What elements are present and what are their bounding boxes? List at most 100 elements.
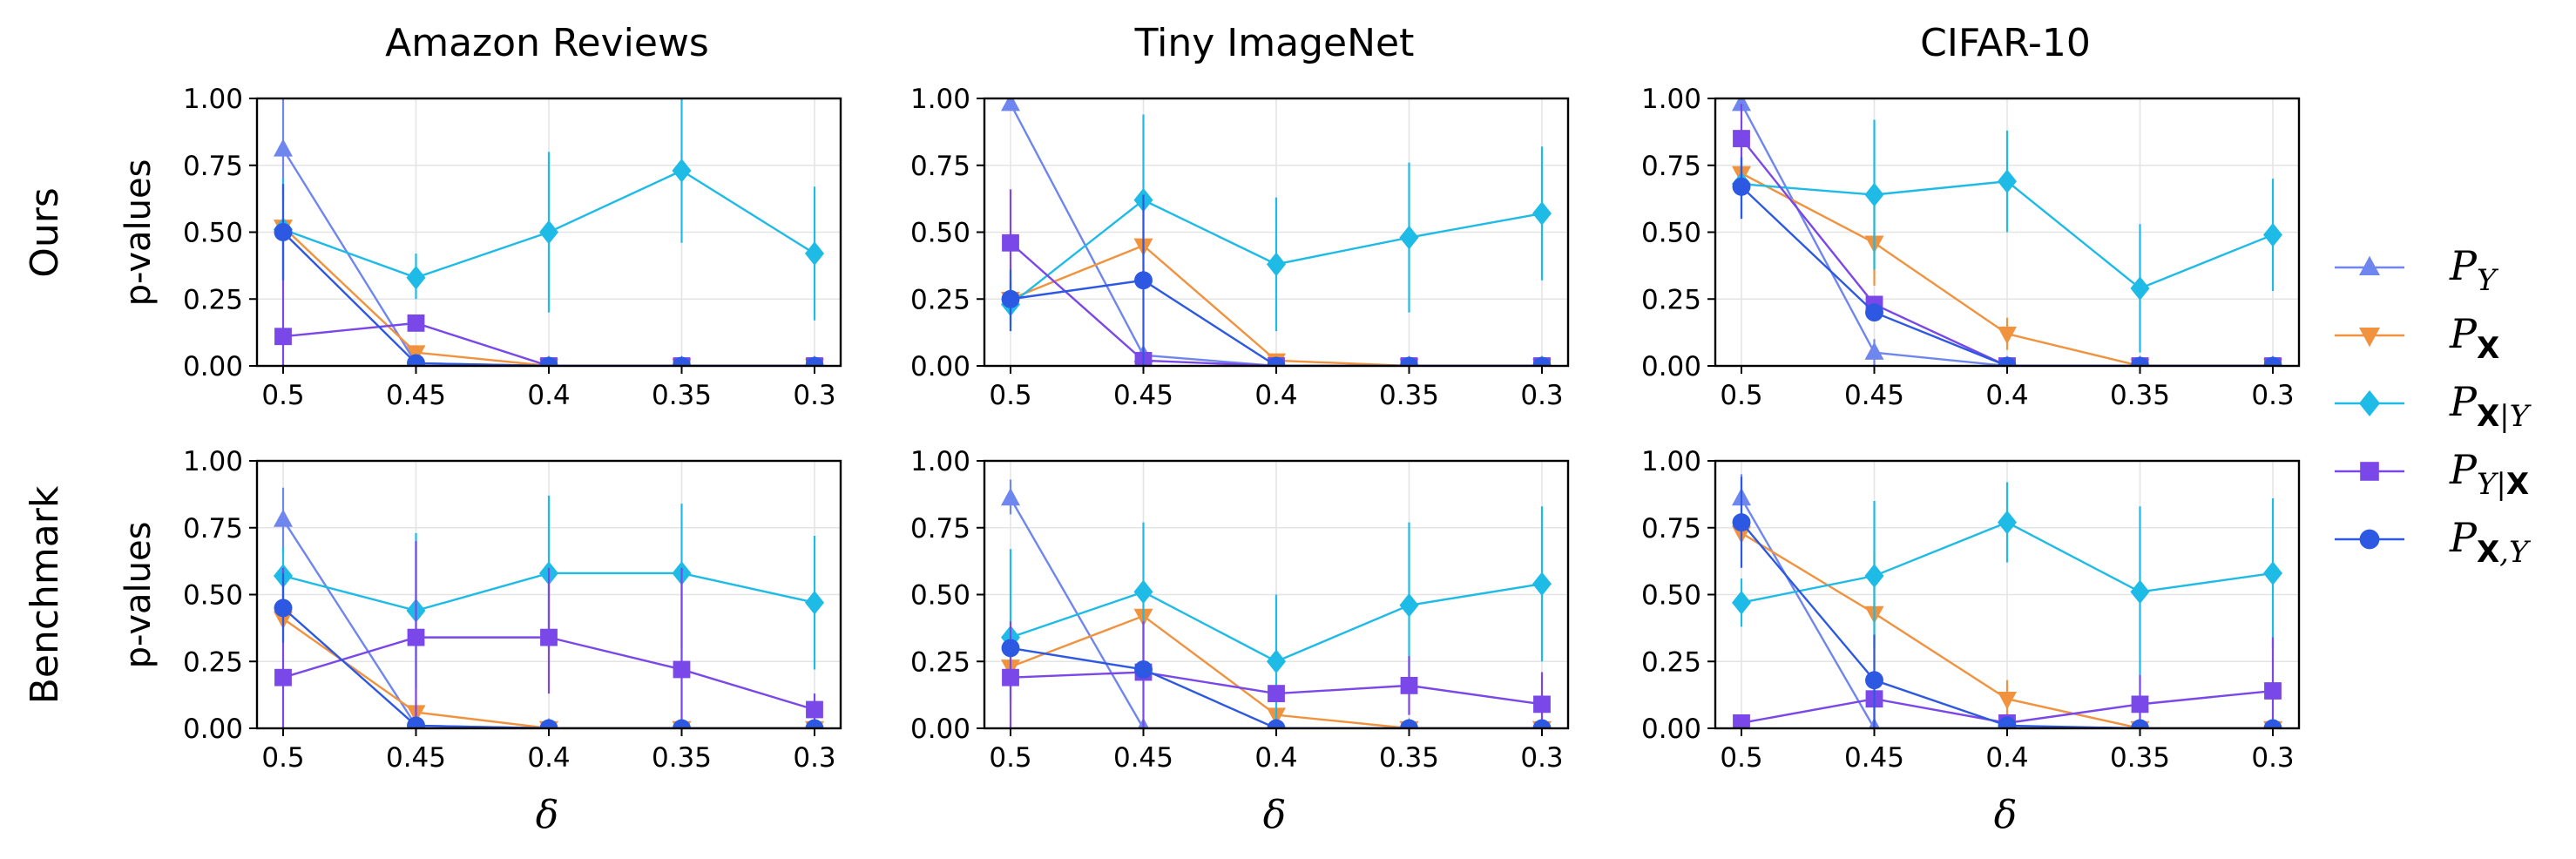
y-tick-label: 1.00 — [183, 446, 243, 477]
data-point-PXY — [805, 356, 824, 366]
y-tick-label: 0.25 — [183, 284, 243, 315]
series-line-PX — [282, 226, 815, 366]
x-tick-label: 0.35 — [652, 380, 712, 411]
legend-entry-PXgY: PX|Y — [2335, 378, 2532, 434]
data-point-PXY — [1001, 289, 1020, 308]
data-point-PXY — [1267, 356, 1286, 366]
legend-marker-PXgY — [2359, 390, 2380, 416]
panel-1: 0.00 0.25 0.50 0.75 1.00 0.5 0.45 0.4 0.35 0.3 — [910, 84, 1570, 411]
series-line-PYgX — [282, 321, 815, 366]
y-tick-label: 0.75 — [183, 151, 243, 182]
data-point-PXY — [539, 356, 558, 366]
data-point-PXgY — [1267, 649, 1286, 673]
data-point-PXgY — [805, 241, 824, 266]
x-tick-label: 0.45 — [1113, 742, 1173, 774]
data-point-PXY — [1998, 356, 2017, 366]
data-point-PXY — [673, 719, 691, 728]
y-tick-label: 1.00 — [1641, 84, 1701, 115]
data-point-PXY — [407, 354, 425, 366]
data-point-PYgX — [407, 628, 425, 646]
data-point-PYgX — [274, 668, 292, 687]
data-point-PY — [274, 139, 293, 157]
panel-4: 0.00 0.25 0.50 0.75 1.00 0.5 0.45 0.4 0.35 0.3 — [910, 446, 1570, 774]
x-tick-label: 0.35 — [2110, 742, 2170, 774]
y-tick-label: 0.75 — [910, 151, 970, 182]
legend-marker-PY — [2359, 255, 2380, 275]
y-tick-label: 0.50 — [910, 218, 970, 249]
x-tick-label: 0.3 — [1520, 380, 1563, 411]
y-tick-label: 0.75 — [1641, 151, 1701, 182]
x-tick-label: 0.4 — [527, 742, 570, 774]
legend-label-PYgX: PY|X — [2449, 446, 2529, 502]
data-point-PXgY — [406, 265, 426, 290]
data-point-PXgY — [672, 159, 692, 183]
data-point-PXY — [1134, 271, 1153, 290]
data-point-PYgX — [274, 328, 292, 346]
series-line-PX — [282, 618, 815, 728]
data-point-PXY — [2263, 719, 2282, 728]
data-point-PYgX — [1002, 668, 1019, 687]
data-point-PY — [274, 509, 293, 527]
xlabel-tiny-imagenet: δ — [1263, 793, 1287, 837]
x-tick-label: 0.4 — [1985, 742, 2028, 774]
series-line-PY — [1009, 497, 1542, 728]
y-tick-label: 0.00 — [1641, 351, 1701, 382]
data-point-PYgX — [407, 314, 425, 332]
data-point-PXgY — [1399, 593, 1419, 618]
y-tick-label: 0.00 — [910, 351, 970, 382]
series-line-PYgX — [1741, 138, 2273, 366]
row-label-ours: Ours — [23, 187, 67, 278]
y-tick-label: 0.50 — [183, 218, 243, 249]
data-point-PXgY — [1732, 590, 1751, 615]
column-title-tiny-imagenet: Tiny ImageNet — [1134, 21, 1415, 65]
y-tick-label: 0.75 — [910, 513, 970, 544]
legend-entry-PX: PX — [2335, 310, 2499, 366]
data-point-PXgY — [2263, 561, 2282, 585]
data-point-PXY — [1532, 719, 1552, 728]
x-tick-label: 0.45 — [1844, 380, 1904, 411]
data-point-PXY — [407, 716, 425, 728]
panel-2: 0.00 0.25 0.50 0.75 1.00 0.5 0.45 0.4 0.35 0.3 — [1641, 84, 2301, 411]
legend-marker-PXY — [2359, 529, 2380, 550]
legend-marker-PYgX — [2360, 462, 2379, 481]
data-point-PXY — [1865, 671, 1883, 690]
row-label-benchmark: Benchmark — [23, 485, 67, 704]
y-tick-label: 0.50 — [1641, 218, 1701, 249]
y-tick-label: 0.25 — [1641, 284, 1701, 315]
data-point-PXY — [274, 223, 293, 241]
panel-5: 0.00 0.25 0.50 0.75 1.00 0.5 0.45 0.4 0.35 0.3 — [1641, 446, 2301, 774]
x-tick-label: 0.45 — [1113, 380, 1173, 411]
legend-entry-PYgX: PY|X — [2335, 446, 2529, 502]
x-tick-label: 0.5 — [989, 742, 1031, 774]
data-point-PXY — [1998, 716, 2017, 728]
data-point-PXgY — [1532, 572, 1552, 596]
x-tick-label: 0.4 — [1254, 742, 1297, 774]
legend-label-PXY: PX,Y — [2449, 514, 2532, 570]
data-point-PYgX — [2264, 682, 2282, 700]
y-tick-label: 0.00 — [910, 714, 970, 745]
data-point-PYgX — [2131, 695, 2149, 714]
x-tick-label: 0.3 — [2251, 380, 2294, 411]
data-point-PXgY — [1864, 182, 1884, 207]
data-point-PXY — [1267, 719, 1286, 728]
y-tick-label: 0.25 — [1641, 646, 1701, 678]
data-point-PXY — [673, 356, 691, 366]
y-tick-label: 0.00 — [183, 714, 243, 745]
data-point-PXgY — [1998, 510, 2017, 535]
data-point-PXY — [539, 719, 558, 728]
ylabel-ours: p-values — [118, 159, 159, 307]
data-point-PXgY — [1998, 169, 2017, 193]
series-group — [1001, 98, 1552, 366]
data-point-PXgY — [2130, 579, 2150, 605]
data-point-PXY — [2131, 719, 2149, 728]
y-tick-label: 1.00 — [183, 84, 243, 115]
y-tick-label: 1.00 — [910, 84, 970, 115]
x-tick-label: 0.35 — [652, 742, 712, 774]
column-title-cifar10: CIFAR-10 — [1920, 21, 2091, 65]
data-point-PY — [1001, 487, 1020, 506]
series-line-PXY — [1010, 279, 1542, 366]
data-point-PYgX — [1533, 695, 1551, 714]
data-point-PXgY — [1399, 225, 1419, 250]
x-tick-label: 0.4 — [527, 380, 570, 411]
